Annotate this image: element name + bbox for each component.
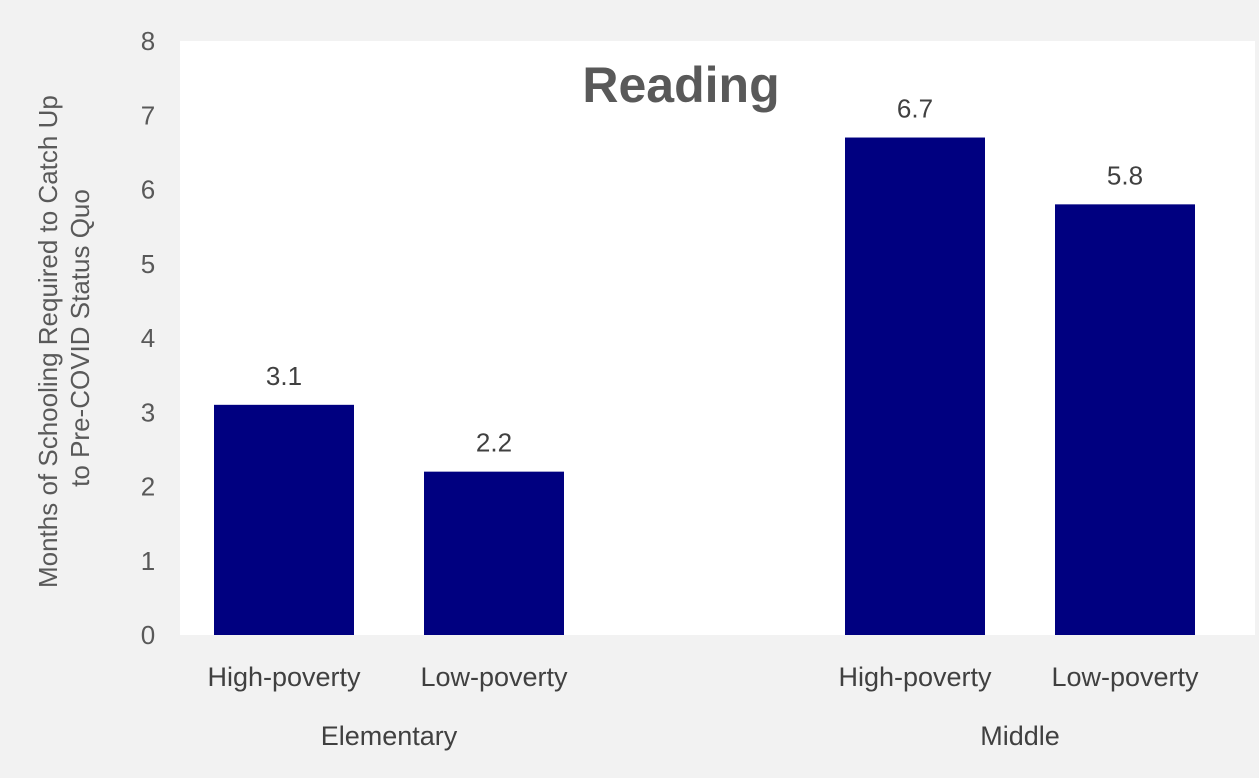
data-label: 2.2 bbox=[476, 428, 512, 458]
x-tick-label: Low-poverty bbox=[420, 662, 568, 692]
y-tick-label: 0 bbox=[141, 620, 155, 650]
y-axis-title-line-1: Months of Schooling Required to Catch Up bbox=[33, 95, 63, 588]
data-label: 6.7 bbox=[897, 94, 933, 124]
data-label: 5.8 bbox=[1107, 160, 1143, 190]
y-axis-title-line-2: to Pre-COVID Status Quo bbox=[65, 189, 95, 487]
y-tick-label: 4 bbox=[141, 323, 155, 353]
bar bbox=[214, 404, 354, 635]
x-tick-label: Low-poverty bbox=[1051, 662, 1199, 692]
y-tick-label: 3 bbox=[141, 397, 155, 427]
y-axis-title: Months of Schooling Required to Catch Up… bbox=[33, 88, 95, 588]
y-axis: 0 1 2 3 4 5 6 7 8 bbox=[141, 26, 155, 650]
x-group-label: Elementary bbox=[321, 721, 458, 751]
y-tick-label: 1 bbox=[141, 546, 155, 576]
bar bbox=[424, 471, 564, 635]
y-tick-label: 2 bbox=[141, 472, 155, 502]
x-tick-label: High-poverty bbox=[207, 662, 361, 692]
data-labels: 3.1 2.2 6.7 5.8 bbox=[266, 94, 1143, 458]
x-tick-label: High-poverty bbox=[838, 662, 992, 692]
x-axis-group-labels: Elementary Middle bbox=[321, 721, 1060, 751]
bar bbox=[1055, 204, 1195, 635]
y-tick-label: 8 bbox=[141, 26, 155, 56]
chart-title: Reading bbox=[582, 57, 779, 113]
x-axis-category-labels: High-poverty Low-poverty High-poverty Low-p… bbox=[207, 662, 1199, 692]
y-tick-label: 6 bbox=[141, 175, 155, 205]
bar bbox=[845, 137, 985, 635]
x-group-label: Middle bbox=[980, 721, 1060, 751]
data-label: 3.1 bbox=[266, 361, 302, 391]
y-tick-label: 7 bbox=[141, 100, 155, 130]
bars bbox=[214, 137, 1195, 635]
y-tick-label: 5 bbox=[141, 249, 155, 279]
